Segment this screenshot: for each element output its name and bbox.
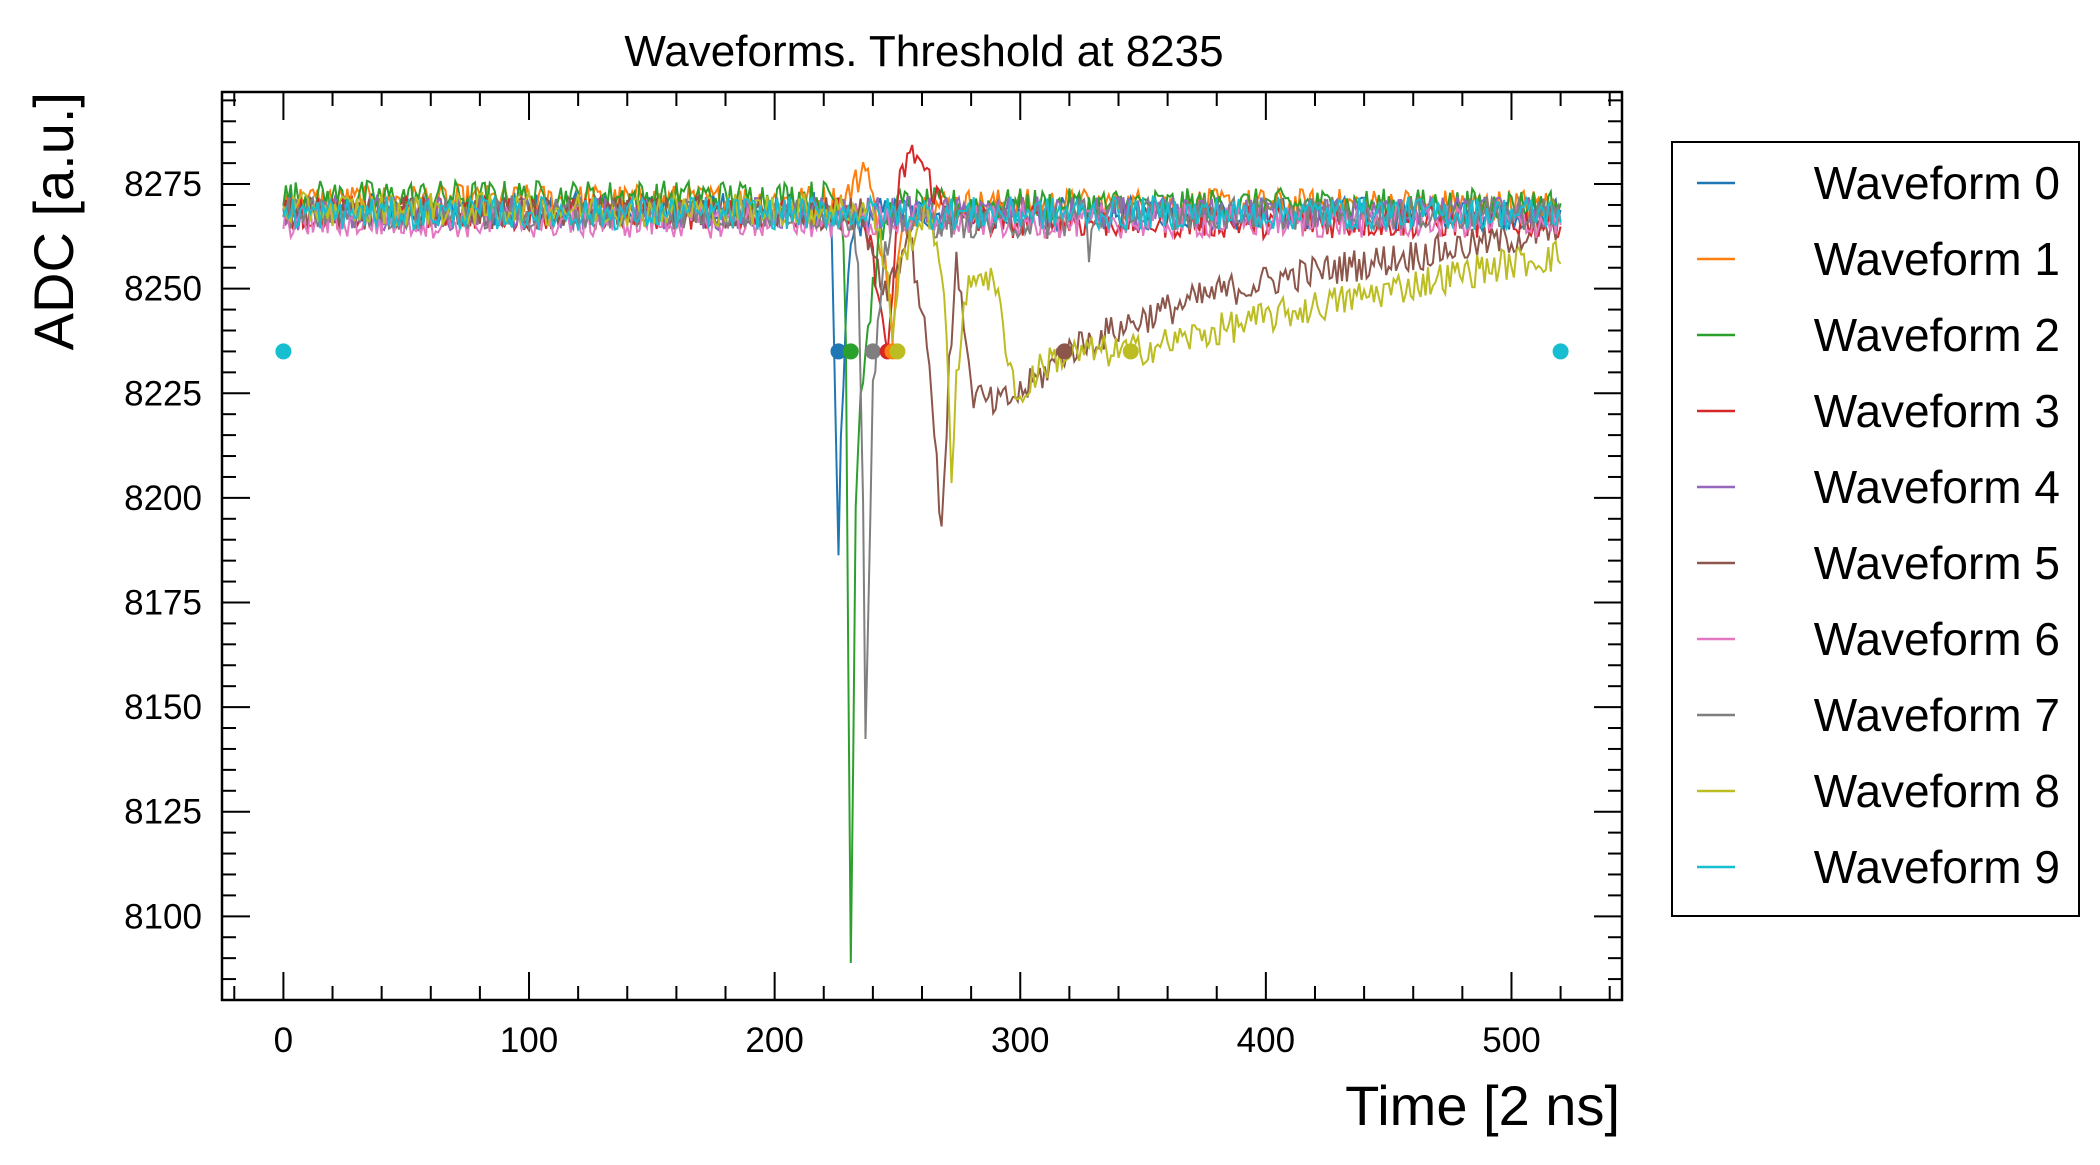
legend-entry-waveform-9: Waveform 9 [1697,841,2060,893]
legend-label: Waveform 5 [1814,537,2060,589]
legend-entry-waveform-5: Waveform 5 [1697,537,2060,589]
threshold-marker [864,343,881,360]
legend-entry-waveform-7: Waveform 7 [1697,689,2060,741]
x-tick-label: 400 [1237,1021,1295,1060]
axis-ticks [222,92,1622,1000]
threshold-marker [275,343,292,360]
x-tick-label: 200 [745,1021,803,1060]
legend-label: Waveform 6 [1814,613,2060,665]
legend-label: Waveform 8 [1814,765,2060,817]
legend-entry-waveform-0: Waveform 0 [1697,157,2060,209]
y-tick-label: 8125 [124,793,202,832]
legend-entry-waveform-6: Waveform 6 [1697,613,2060,665]
series-layer [282,144,1562,964]
threshold-markers [275,343,1569,360]
threshold-marker [830,343,847,360]
series-line-waveform-0 [282,188,1562,556]
y-tick-label: 8100 [124,897,202,936]
legend-label: Waveform 4 [1814,461,2060,513]
legend-label: Waveform 1 [1814,233,2060,285]
series-line-waveform-7 [282,194,1562,740]
threshold-marker [889,343,906,360]
legend-label: Waveform 0 [1814,157,2060,209]
y-tick-labels: 8100 8125 8150 8175 8200 8225 8250 8275 [124,165,202,936]
y-tick-label: 8200 [124,479,202,518]
x-tick-label: 100 [500,1021,558,1060]
y-tick-label: 8150 [124,688,202,727]
legend-entry-waveform-1: Waveform 1 [1697,233,2060,285]
threshold-marker [842,343,859,360]
series-line-waveform-3 [282,144,1562,354]
chart-title: Waveforms. Threshold at 8235 [624,27,1223,76]
y-tick-label: 8225 [124,374,202,413]
threshold-marker [1122,343,1139,360]
series-line-waveform-9 [282,193,1562,233]
series-line-waveform-5 [282,193,1562,527]
series-line-waveform-8 [282,188,1562,484]
legend-entry-waveform-3: Waveform 3 [1697,385,2060,437]
threshold-marker [1056,343,1073,360]
series-line-waveform-2 [282,177,1562,964]
x-tick-label: 0 [274,1021,293,1060]
legend-entry-waveform-8: Waveform 8 [1697,765,2060,817]
legend-entry-waveform-4: Waveform 4 [1697,461,2060,513]
x-tick-label: 300 [991,1021,1049,1060]
threshold-marker [1552,343,1569,360]
legend-box [1671,141,2080,917]
legend: Waveform 0 Waveform 1 Waveform 2 Waveform 3… [1671,141,2080,917]
legend-label: Waveform 7 [1814,689,2060,741]
y-axis-label: ADC [a.u.] [22,92,85,350]
x-tick-labels: 0 100 200 300 400 500 [274,1021,1541,1060]
legend-entry-waveform-2: Waveform 2 [1697,309,2060,361]
y-tick-label: 8175 [124,583,202,622]
y-tick-label: 8275 [124,165,202,204]
x-tick-label: 500 [1482,1021,1540,1060]
legend-label: Waveform 2 [1814,309,2060,361]
legend-label: Waveform 3 [1814,385,2060,437]
legend-label: Waveform 9 [1814,841,2060,893]
y-tick-label: 8250 [124,270,202,309]
x-axis-label: Time [2 ns] [1345,1074,1620,1137]
